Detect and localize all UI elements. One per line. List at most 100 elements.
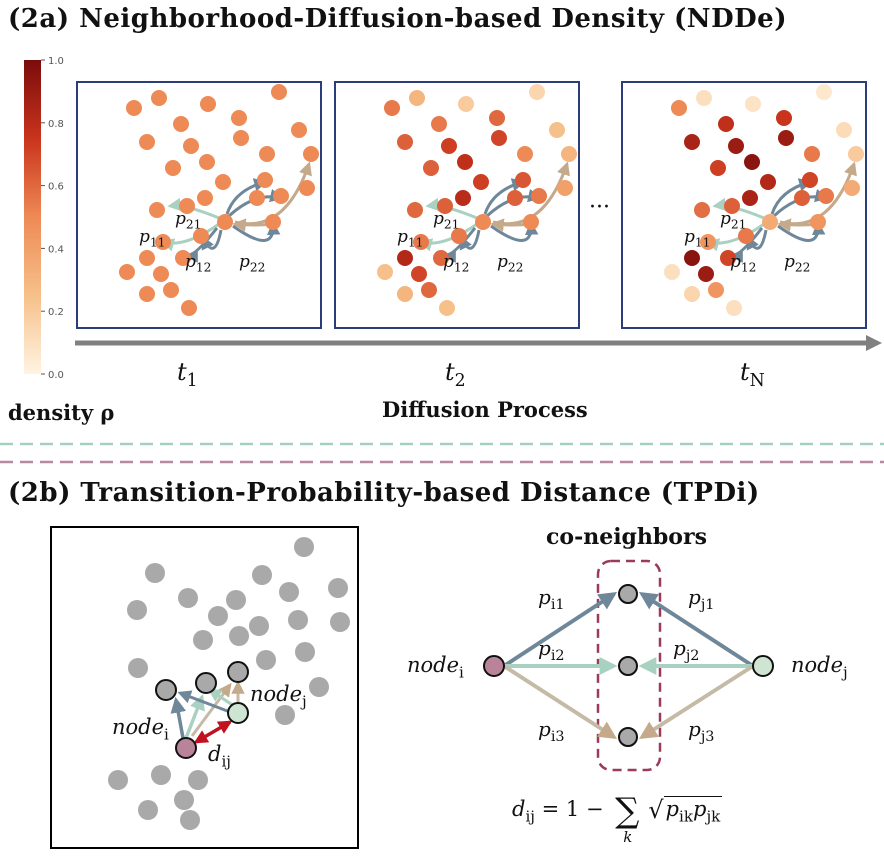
colorbar-label: density ρ xyxy=(8,400,115,425)
density-point xyxy=(810,214,826,230)
density-point xyxy=(694,202,710,218)
density-point xyxy=(173,116,189,132)
prob-label-p22: p22 xyxy=(784,252,811,275)
colorbar-tick-label: 0.6 xyxy=(48,182,64,193)
distance-arrow xyxy=(193,720,233,744)
scatter-point xyxy=(226,590,246,610)
prob-label-p11: p11 xyxy=(397,227,424,250)
density-point xyxy=(291,122,307,138)
density-point xyxy=(728,138,744,154)
diffusion-panels xyxy=(76,81,867,329)
colorbar-tick-label: 0.4 xyxy=(48,244,64,255)
density-point xyxy=(421,282,437,298)
density-point xyxy=(738,228,754,244)
scatter-point xyxy=(108,770,128,790)
prob-label-p21: p21 xyxy=(175,209,202,232)
density-point xyxy=(507,190,523,206)
scatter-point xyxy=(309,677,329,697)
prob-label-p12: p12 xyxy=(185,252,212,275)
scatter-point xyxy=(294,537,314,557)
node-i-label-graph: nodei xyxy=(407,653,464,682)
scatter-point xyxy=(188,770,208,790)
density-point xyxy=(549,122,565,138)
prob-label-i1: pi1 xyxy=(538,585,565,614)
density-point xyxy=(684,134,700,150)
density-point xyxy=(844,180,860,196)
density-point xyxy=(718,116,734,132)
density-point xyxy=(149,202,165,218)
density-point xyxy=(409,90,425,106)
distance-label: dij xyxy=(208,742,231,771)
density-point xyxy=(199,154,215,170)
scatter-point xyxy=(328,578,348,598)
scatter-point xyxy=(330,612,350,632)
section-a-title: (2a) Neighborhood-Diffusion-based Densit… xyxy=(8,4,788,34)
node-j-label-graph: nodej xyxy=(791,653,848,682)
scatter-point xyxy=(145,563,165,583)
prob-label-p21: p21 xyxy=(433,209,460,232)
scatter-point xyxy=(249,616,269,636)
scatter-point xyxy=(208,606,228,626)
density-point xyxy=(489,110,505,126)
density-point xyxy=(273,188,289,204)
density-point xyxy=(271,84,287,100)
co-neighbor-node xyxy=(155,679,177,701)
density-point xyxy=(451,228,467,244)
prob-label-j2: pj2 xyxy=(673,636,700,665)
density-point xyxy=(139,286,155,302)
scatter-point xyxy=(275,705,295,725)
tpdi-scatter-panel xyxy=(50,526,359,849)
time-label-1: t1 xyxy=(177,358,198,392)
density-point xyxy=(257,172,273,188)
density-point xyxy=(802,172,818,188)
density-point xyxy=(744,154,760,170)
density-point xyxy=(183,138,199,154)
scatter-point xyxy=(256,650,276,670)
density-point xyxy=(407,202,423,218)
prob-label-p11: p11 xyxy=(684,227,711,250)
density-point xyxy=(413,234,429,250)
diffusion-axis-label: Diffusion Process xyxy=(382,397,588,422)
density-point xyxy=(742,190,758,206)
density-point xyxy=(217,214,233,230)
ellipsis: ··· xyxy=(589,195,610,220)
node-i xyxy=(175,737,197,759)
density-point xyxy=(698,266,714,282)
density-point xyxy=(724,198,740,214)
density-point xyxy=(473,174,489,190)
density-point xyxy=(233,130,249,146)
graph-edge-j xyxy=(638,592,755,668)
time-label-n: tN xyxy=(740,358,765,392)
density-point xyxy=(804,146,820,162)
co-neighbors-label: co-neighbors xyxy=(546,524,707,550)
scatter-point xyxy=(193,630,213,650)
density-point xyxy=(437,198,453,214)
density-point xyxy=(126,100,142,116)
node-j-label-scatter: nodej xyxy=(250,682,307,711)
density-point xyxy=(778,130,794,146)
density-point xyxy=(433,250,449,266)
density-point xyxy=(776,110,792,126)
density-point xyxy=(384,100,400,116)
density-point xyxy=(411,266,427,282)
density-point xyxy=(397,250,413,266)
prob-label-p12: p12 xyxy=(443,252,470,275)
density-point xyxy=(700,234,716,250)
density-point xyxy=(816,84,832,100)
density-point xyxy=(671,100,687,116)
density-point xyxy=(119,264,135,280)
density-point xyxy=(303,146,319,162)
density-point xyxy=(265,214,281,230)
density-point xyxy=(491,130,507,146)
density-point xyxy=(377,264,393,280)
scatter-arrow xyxy=(207,688,235,708)
graph-node-j xyxy=(752,655,774,677)
graph-edge-j xyxy=(638,664,755,739)
prob-label-j3: pj3 xyxy=(688,717,715,746)
colorbar-ticks: 1.0 0.8 0.6 0.4 0.2 0.0 xyxy=(41,56,64,381)
scatter-point xyxy=(151,765,171,785)
density-point xyxy=(179,198,195,214)
density-point xyxy=(457,154,473,170)
density-point xyxy=(423,160,439,176)
